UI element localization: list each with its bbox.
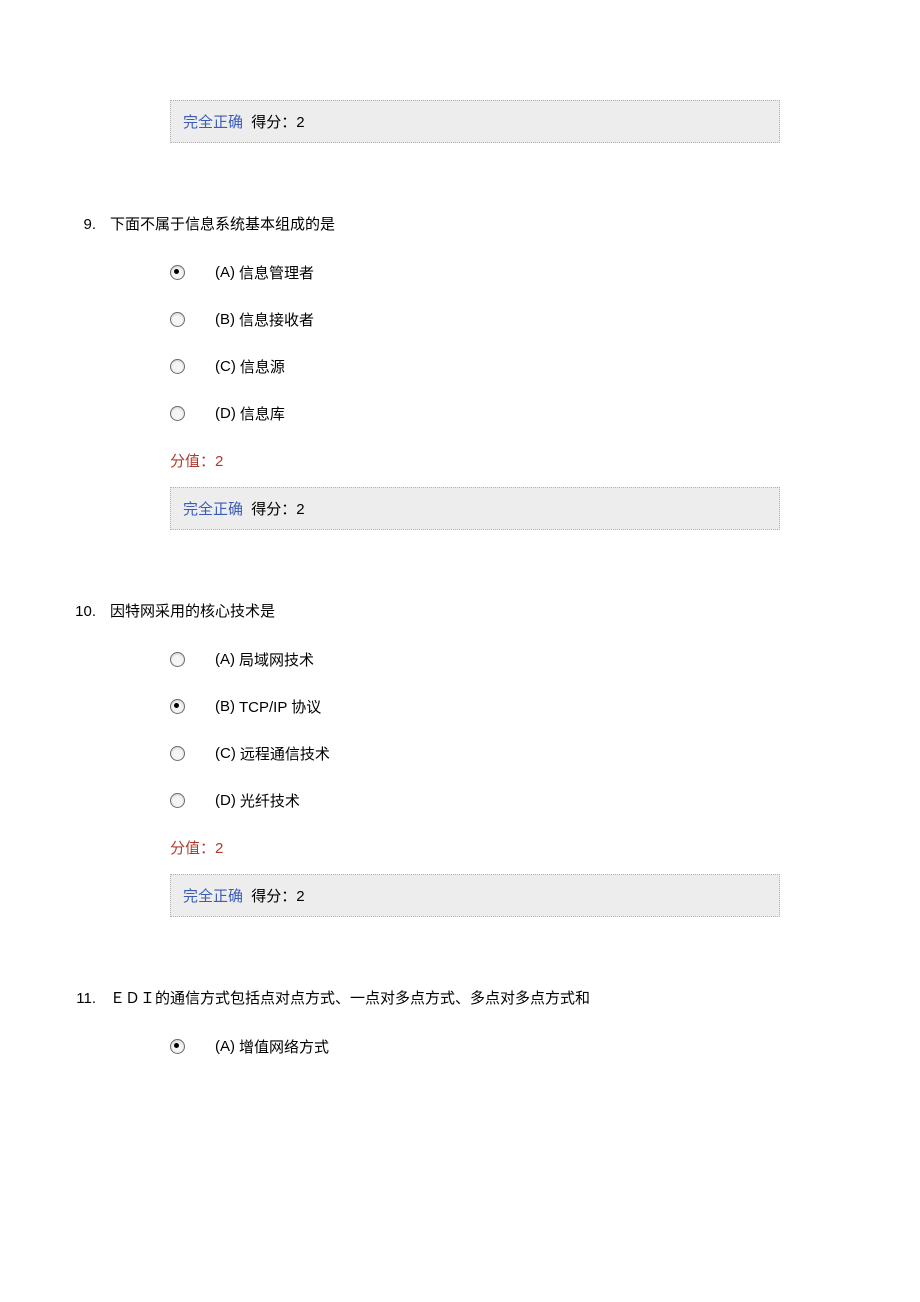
option-text: 远程通信技术 (240, 743, 330, 764)
feedback-box: 完全正确 得分：2 (170, 874, 780, 917)
option-label: (D) (215, 792, 236, 809)
option-label: (B) (215, 698, 235, 715)
option-row[interactable]: (B) TCP/IP 协议 (170, 696, 780, 717)
page-content: 完全正确 得分：2 9. 下面不属于信息系统基本组成的是 (A) 信息管理者 (… (0, 0, 920, 1233)
feedback-score: 得分：2 (251, 888, 304, 905)
option-label: (C) (215, 745, 236, 762)
option-row[interactable]: (A) 信息管理者 (170, 262, 780, 283)
question-number: 11. (40, 990, 110, 1007)
option-text: 增值网络方式 (239, 1036, 329, 1057)
option-text: 局域网技术 (239, 649, 314, 670)
radio-icon[interactable] (170, 652, 185, 667)
option-row[interactable]: (D) 光纤技术 (170, 790, 780, 811)
question-row: 10. 因特网采用的核心技术是 (40, 600, 780, 621)
option-row[interactable]: (C) 信息源 (170, 356, 780, 377)
option-text: 信息源 (240, 356, 285, 377)
question-text: ＥＤＩ的通信方式包括点对点方式、一点对多点方式、多点对多点方式和 (110, 987, 780, 1008)
radio-icon[interactable] (170, 746, 185, 761)
option-label: (D) (215, 405, 236, 422)
option-text: 光纤技术 (240, 790, 300, 811)
radio-icon[interactable] (170, 406, 185, 421)
option-row[interactable]: (A) 增值网络方式 (170, 1036, 780, 1057)
score-value: 分值：2 (170, 450, 780, 471)
question-block: 10. 因特网采用的核心技术是 (A) 局域网技术 (B) TCP/IP 协议 … (40, 600, 780, 917)
feedback-score: 得分：2 (251, 114, 304, 131)
radio-icon[interactable] (170, 312, 185, 327)
radio-selected-icon[interactable] (170, 699, 185, 714)
radio-selected-icon[interactable] (170, 1039, 185, 1054)
option-text: 信息接收者 (239, 309, 314, 330)
question-row: 9. 下面不属于信息系统基本组成的是 (40, 213, 780, 234)
option-text: 信息库 (240, 403, 285, 424)
feedback-status: 完全正确 (183, 501, 243, 518)
option-row[interactable]: (C) 远程通信技术 (170, 743, 780, 764)
question-number: 9. (40, 216, 110, 233)
option-label: (B) (215, 311, 235, 328)
feedback-box: 完全正确 得分：2 (170, 487, 780, 530)
options-group: (A) 信息管理者 (B) 信息接收者 (C) 信息源 (D) 信息库 (170, 262, 780, 424)
option-row[interactable]: (B) 信息接收者 (170, 309, 780, 330)
option-text: TCP/IP 协议 (239, 696, 321, 717)
option-label: (A) (215, 1038, 235, 1055)
feedback-status: 完全正确 (183, 888, 243, 905)
feedback-box: 完全正确 得分：2 (170, 100, 780, 143)
question-block: 11. ＥＤＩ的通信方式包括点对点方式、一点对多点方式、多点对多点方式和 (A)… (40, 987, 780, 1057)
feedback-status: 完全正确 (183, 114, 243, 131)
radio-icon[interactable] (170, 793, 185, 808)
options-group: (A) 局域网技术 (B) TCP/IP 协议 (C) 远程通信技术 (D) 光… (170, 649, 780, 811)
question-number: 10. (40, 603, 110, 620)
question-text: 下面不属于信息系统基本组成的是 (110, 213, 780, 234)
radio-icon[interactable] (170, 359, 185, 374)
score-value: 分值：2 (170, 837, 780, 858)
option-row[interactable]: (D) 信息库 (170, 403, 780, 424)
question-block: 9. 下面不属于信息系统基本组成的是 (A) 信息管理者 (B) 信息接收者 (… (40, 213, 780, 530)
option-label: (A) (215, 651, 235, 668)
options-group: (A) 增值网络方式 (170, 1036, 780, 1057)
option-row[interactable]: (A) 局域网技术 (170, 649, 780, 670)
option-label: (C) (215, 358, 236, 375)
question-row: 11. ＥＤＩ的通信方式包括点对点方式、一点对多点方式、多点对多点方式和 (40, 987, 780, 1008)
option-text: 信息管理者 (239, 262, 314, 283)
option-label: (A) (215, 264, 235, 281)
question-text: 因特网采用的核心技术是 (110, 600, 780, 621)
feedback-score: 得分：2 (251, 501, 304, 518)
radio-selected-icon[interactable] (170, 265, 185, 280)
